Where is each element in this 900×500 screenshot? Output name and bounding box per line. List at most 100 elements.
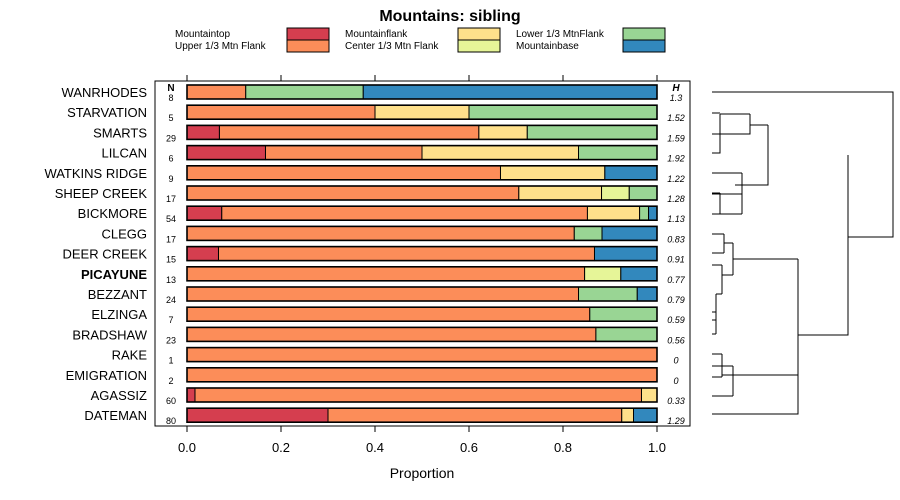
bar-row: WATKINS RIDGE 9 1.22 bbox=[44, 165, 685, 184]
bar-segment bbox=[628, 185, 658, 201]
legend-label: Mountainbase bbox=[516, 41, 579, 52]
bar-segment bbox=[186, 387, 196, 403]
bar-segment bbox=[639, 205, 650, 221]
row-h-value: 0 bbox=[673, 376, 678, 386]
legend-swatch bbox=[286, 39, 330, 53]
bar-segment bbox=[640, 387, 658, 403]
legend-swatch bbox=[286, 27, 330, 41]
row-label: AGASSIZ bbox=[91, 388, 147, 403]
row-h-value: 0.59 bbox=[667, 315, 685, 325]
bar-row: CLEGG 17 0.83 bbox=[101, 225, 685, 244]
bar-segment bbox=[589, 306, 658, 322]
x-axis-label: Proportion bbox=[390, 465, 455, 481]
bar-row: BICKMORE 54 1.13 bbox=[78, 205, 685, 224]
row-n-value: 60 bbox=[166, 396, 176, 406]
bar-outline bbox=[186, 104, 658, 120]
bar-segment bbox=[633, 407, 658, 423]
row-n-value: 1 bbox=[168, 356, 173, 366]
bar-segment bbox=[186, 367, 658, 383]
bar-segment bbox=[604, 165, 658, 181]
dendrogram-branch bbox=[712, 233, 799, 415]
row-label: LILCAN bbox=[101, 146, 147, 161]
row-n-value: 7 bbox=[168, 315, 173, 325]
x-tick-label: 1.0 bbox=[648, 440, 666, 455]
row-h-value: 1.52 bbox=[667, 113, 685, 123]
bar-segment bbox=[478, 124, 528, 140]
legend-label: Center 1/3 Mtn Flank bbox=[345, 41, 439, 52]
row-label: BICKMORE bbox=[78, 206, 148, 221]
bar-outline bbox=[186, 185, 658, 201]
bar-segment bbox=[186, 84, 247, 100]
bar-segment bbox=[636, 286, 658, 302]
top-axis-ticks bbox=[186, 75, 658, 81]
bar-segment bbox=[374, 104, 470, 120]
bar-outline bbox=[186, 346, 658, 363]
bar-segment bbox=[186, 326, 597, 342]
row-label: EMIGRATION bbox=[66, 368, 147, 383]
row-label: ELZINGA bbox=[91, 307, 147, 322]
bar-segment bbox=[218, 124, 480, 140]
bar-segment bbox=[186, 246, 219, 262]
row-label: SHEEP CREEK bbox=[55, 186, 148, 201]
bar-segment bbox=[186, 286, 580, 302]
bar-row: SMARTS 29 1.59 bbox=[93, 124, 685, 143]
bar-outline bbox=[186, 225, 658, 242]
row-h-value: 0.91 bbox=[667, 255, 685, 265]
legend-label: Mountaintop bbox=[175, 29, 230, 40]
h-column-header: H bbox=[672, 83, 680, 94]
row-h-value: 0 bbox=[673, 356, 678, 366]
legend-label: Lower 1/3 MtnFlank bbox=[516, 29, 605, 40]
bar-segment bbox=[584, 266, 622, 282]
bar-segment bbox=[620, 266, 658, 282]
dendrogram bbox=[712, 91, 894, 415]
bar-row: DEER CREEK 15 0.91 bbox=[62, 245, 685, 265]
row-label: BRADSHAW bbox=[72, 327, 147, 342]
bar-row: BEZZANT 24 0.79 bbox=[88, 286, 685, 305]
row-label: WANRHODES bbox=[62, 85, 148, 100]
row-label: WATKINS RIDGE bbox=[44, 166, 147, 181]
bar-segment bbox=[186, 104, 376, 120]
x-tick-label: 0.6 bbox=[460, 440, 478, 455]
row-label: CLEGG bbox=[101, 226, 147, 241]
row-n-value: 13 bbox=[166, 275, 176, 285]
bar-segment bbox=[186, 225, 575, 241]
bar-segment bbox=[526, 124, 658, 140]
row-n-value: 54 bbox=[166, 214, 176, 224]
bar-outline bbox=[186, 124, 658, 141]
row-n-value: 6 bbox=[168, 154, 173, 164]
row-h-value: 1.92 bbox=[667, 154, 685, 164]
bar-outline bbox=[186, 265, 658, 282]
row-n-value: 5 bbox=[168, 113, 173, 123]
bar-outline bbox=[186, 84, 658, 100]
bar-row: STARVATION 5 1.52 bbox=[67, 104, 685, 123]
bar-segment bbox=[186, 407, 329, 423]
row-label: PICAYUNE bbox=[81, 267, 147, 282]
bar-outline bbox=[186, 326, 658, 343]
bar-segment bbox=[578, 286, 638, 302]
legend: Mountaintop Mountainflank Lower 1/3 MtnFla… bbox=[175, 27, 666, 53]
bar-segment bbox=[499, 165, 606, 181]
bar-segment bbox=[595, 326, 658, 342]
row-label: SMARTS bbox=[93, 125, 147, 140]
dendrogram-branch bbox=[712, 172, 743, 215]
row-h-value: 1.29 bbox=[667, 416, 685, 426]
plot-frame bbox=[154, 80, 691, 427]
chart-title: Mountains: sibling bbox=[379, 8, 520, 25]
row-label: DATEMAN bbox=[84, 408, 147, 423]
row-n-value: 23 bbox=[166, 335, 176, 345]
row-h-value: 1.59 bbox=[667, 133, 685, 143]
legend-swatch bbox=[457, 27, 501, 41]
row-h-value: 0.77 bbox=[667, 275, 686, 285]
bar-row: DATEMAN 80 1.29 bbox=[84, 407, 685, 426]
bar-segment bbox=[327, 407, 623, 423]
bar-outline bbox=[186, 144, 658, 161]
row-label: STARVATION bbox=[67, 105, 147, 120]
row-h-value: 1.13 bbox=[667, 214, 685, 224]
x-tick-label: 0.0 bbox=[178, 440, 196, 455]
bar-outline bbox=[186, 205, 658, 221]
bar-segment bbox=[518, 185, 603, 201]
legend-swatch bbox=[622, 39, 666, 53]
bar-row: WANRHODES 8 1.3 bbox=[62, 84, 682, 103]
